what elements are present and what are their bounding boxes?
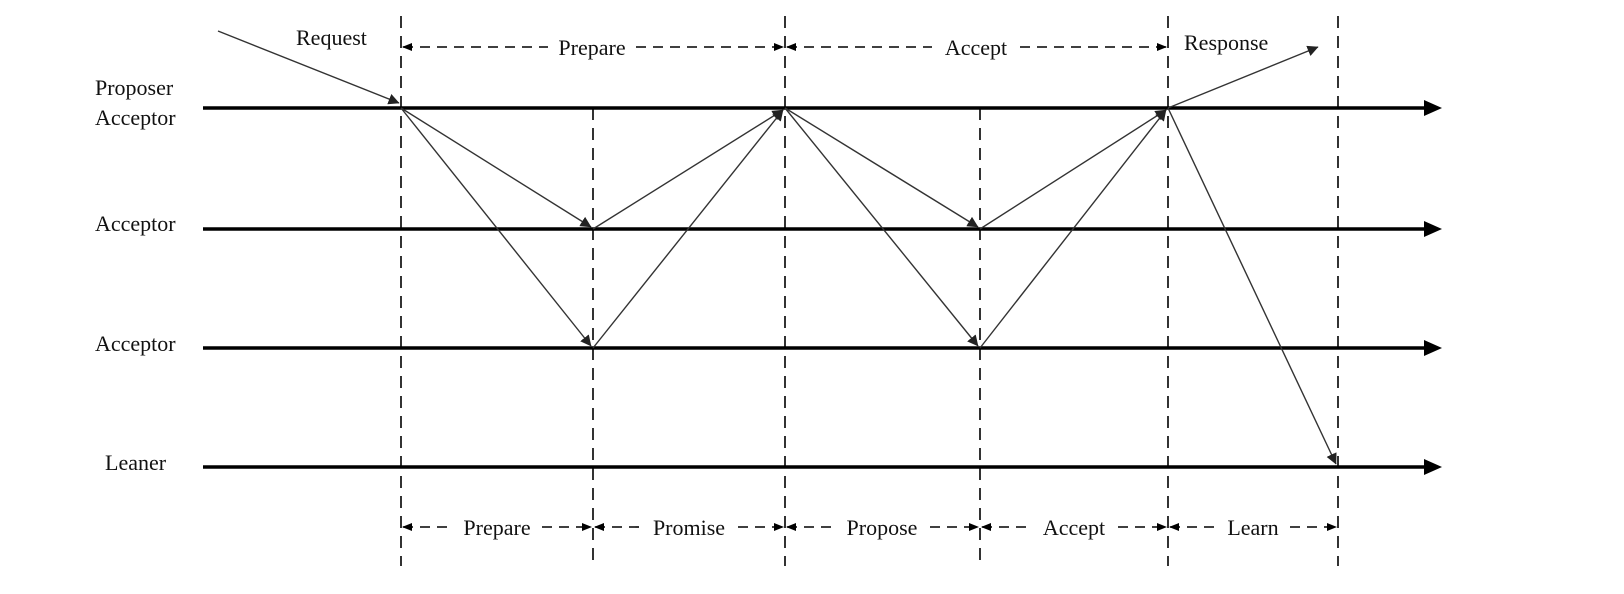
prepare-arrow-to-acceptor-1	[400, 107, 592, 228]
accept-arrow-from-acceptor-1	[979, 109, 1167, 230]
timeline-acceptor-1-arrowhead	[1424, 221, 1442, 237]
participant-label-proposer: Proposer	[95, 75, 174, 100]
learn-arrow-to-learner	[1167, 107, 1337, 465]
response-arrow	[1167, 45, 1319, 109]
participant-labels: Proposer Acceptor Acceptor Acceptor Lean…	[95, 75, 176, 475]
participant-label-proposer-acceptor: Acceptor	[95, 105, 176, 130]
propose-arrow-to-acceptor-1	[784, 107, 979, 228]
client-messages: Request Response	[217, 25, 1319, 109]
phase-separators	[400, 16, 1339, 566]
bottom-phase-accept-label: Accept	[1043, 515, 1105, 540]
accept-arrow-from-acceptor-2	[979, 109, 1167, 349]
bottom-phase-promise-label: Promise	[653, 515, 725, 540]
top-phase-dimensions: Prepare Accept	[402, 35, 1167, 60]
prepare-arrow-to-acceptor-2	[400, 107, 592, 347]
propose-arrow-to-acceptor-2	[784, 107, 979, 347]
message-arrows	[400, 107, 1337, 465]
timeline-proposer-arrowhead	[1424, 100, 1442, 116]
participant-label-learner: Leaner	[105, 450, 167, 475]
request-arrow	[217, 30, 400, 105]
participant-label-acceptor-1: Acceptor	[95, 211, 176, 236]
bottom-phase-learn-label: Learn	[1227, 515, 1278, 540]
request-label: Request	[296, 25, 367, 50]
promise-arrow-from-acceptor-2	[592, 109, 784, 349]
timeline-acceptor-2-arrowhead	[1424, 340, 1442, 356]
response-label: Response	[1184, 30, 1268, 55]
timeline-learner-arrowhead	[1424, 459, 1442, 475]
timelines	[203, 100, 1442, 475]
bottom-phase-propose-label: Propose	[847, 515, 918, 540]
bottom-phase-dimensions: Prepare Promise Propose Accept Learn	[402, 515, 1337, 540]
bottom-phase-prepare-label: Prepare	[463, 515, 530, 540]
participant-label-acceptor-2: Acceptor	[95, 331, 176, 356]
top-phase-accept-label: Accept	[945, 35, 1007, 60]
top-phase-prepare-label: Prepare	[558, 35, 625, 60]
promise-arrow-from-acceptor-1	[592, 109, 784, 230]
